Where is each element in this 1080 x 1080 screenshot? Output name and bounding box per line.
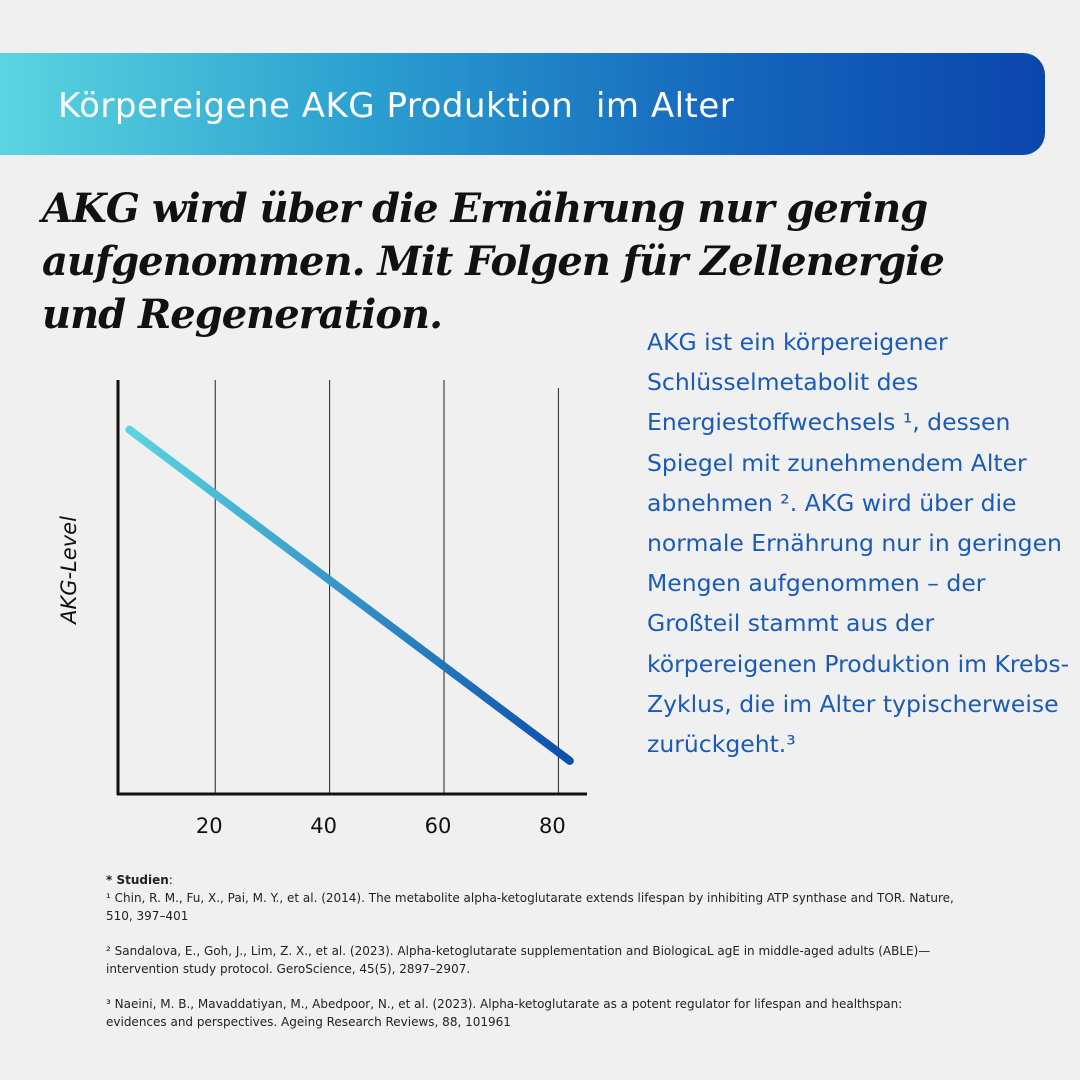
source-ref: ² Sandalova, E., Goh, J., Lim, Z. X., et…: [106, 944, 931, 976]
y-axis-label: AKG-Level: [57, 516, 81, 626]
sources-heading: * Studien: [106, 873, 169, 887]
gridlines: [214, 380, 559, 794]
series-line-0: [125, 425, 574, 765]
source-ref: ³ Naeini, M. B., Mavaddatiyan, M., Abedp…: [106, 997, 903, 1029]
x-tick-label-80: 80: [539, 814, 566, 838]
sources-heading-line: * Studien:: [106, 871, 956, 889]
x-tick-labels: 20 40 60 80: [196, 814, 566, 838]
sources-heading-suffix: :: [168, 873, 173, 887]
x-tick-label-20: 20: [196, 814, 223, 838]
x-tick-label-40: 40: [310, 814, 337, 838]
source-ref: ¹ Chin, R. M., Fu, X., Pai, M. Y., et al…: [106, 891, 954, 923]
headline: AKG wird über die Ernährung nur gering a…: [42, 185, 945, 338]
body-text: AKG ist ein körpereigener Schlüsselmetab…: [647, 328, 1070, 759]
x-tick-label-60: 60: [425, 814, 452, 838]
sources: * Studien: ¹ Chin, R. M., Fu, X., Pai, M…: [106, 871, 956, 1048]
akg-level-chart: 20 40 60 80 AKG-Level: [57, 380, 587, 838]
title-banner: [0, 53, 1045, 155]
series-group: [125, 425, 574, 765]
banner-title: Körpereigene AKG Produktion im Alter: [58, 86, 735, 126]
